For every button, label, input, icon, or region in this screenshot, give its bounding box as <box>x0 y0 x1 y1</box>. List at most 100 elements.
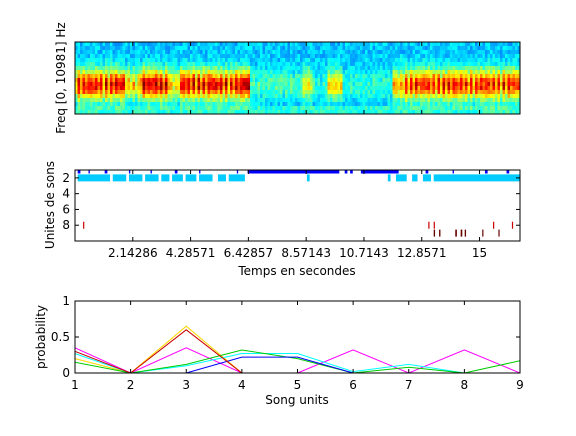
spectrogram-cell <box>455 54 458 59</box>
spectrogram-cell <box>202 42 206 47</box>
probability-ytick-label: 0.5 <box>51 330 70 344</box>
spectrogram-cell <box>197 90 201 95</box>
spectrogram-cell <box>360 106 363 111</box>
spectrogram-cell <box>385 78 388 83</box>
spectrogram-cell <box>380 94 383 99</box>
spectrogram-cell <box>145 98 148 103</box>
spectrogram-cell <box>330 102 333 107</box>
spectrogram-cell <box>232 42 236 47</box>
spectrogram-cell <box>265 42 268 47</box>
spectrogram-cell <box>165 74 168 79</box>
spectrogram-cell <box>365 106 368 111</box>
spectrogram-cell <box>392 82 396 87</box>
spectrogram-cell <box>365 94 368 99</box>
spectrogram-cell <box>230 102 233 107</box>
units-ytick-label: 6 <box>62 202 70 216</box>
spectrogram-cell <box>250 110 253 114</box>
spectrogram-cell <box>320 58 323 63</box>
spectrogram-cell <box>250 102 253 107</box>
spectrogram-cell <box>75 86 78 91</box>
spectrogram-cell <box>515 46 518 51</box>
spectrogram-cell <box>167 66 171 71</box>
spectrogram-cell <box>477 82 481 87</box>
spectrogram-cell <box>407 90 411 95</box>
spectrogram-cell <box>465 50 468 55</box>
spectrogram-cell <box>170 50 173 55</box>
spectrogram-cell <box>432 78 436 83</box>
spectrogram-cell <box>320 86 323 91</box>
spectrogram-cell <box>160 94 163 99</box>
spectrogram-cell <box>430 94 433 99</box>
spectrogram-cell <box>185 66 188 71</box>
spectrogram-cell <box>310 70 313 75</box>
probability-series-line <box>75 347 520 373</box>
spectrogram-cell <box>245 82 248 87</box>
spectrogram-cell <box>142 62 146 67</box>
spectrogram-cell <box>122 94 126 99</box>
spectrogram-cell <box>227 78 231 83</box>
spectrogram-cell <box>120 94 123 99</box>
spectrogram-cell <box>437 86 441 91</box>
spectrogram-cell <box>327 74 331 79</box>
spectrogram-cell <box>80 58 83 63</box>
spectrogram-cell <box>422 50 426 55</box>
spectrogram-cell <box>120 86 123 91</box>
spectrogram-cell <box>430 78 433 83</box>
spectrogram-cell <box>210 98 213 103</box>
spectrogram-cell <box>147 50 151 55</box>
spectrogram-cell <box>342 50 346 55</box>
spectrogram-cell <box>287 102 291 107</box>
spectrogram-cell <box>277 110 281 114</box>
spectrogram-cell <box>485 50 488 55</box>
spectrogram-cell <box>197 50 201 55</box>
spectrogram-cell <box>307 62 311 67</box>
spectrogram-cell <box>487 42 491 47</box>
spectrogram-cell <box>252 98 256 103</box>
spectrogram-cell <box>100 94 103 99</box>
spectrogram-cell <box>415 50 418 55</box>
spectrogram-cell <box>215 46 218 51</box>
spectrogram-cell <box>237 102 241 107</box>
spectrogram-cell <box>302 98 306 103</box>
spectrogram-cell <box>205 50 208 55</box>
spectrogram-cell <box>115 90 118 95</box>
spectrogram-cell <box>110 106 113 111</box>
spectrogram-cell <box>120 98 123 103</box>
spectrogram-cell <box>262 78 266 83</box>
spectrogram-cell <box>277 42 281 47</box>
spectrogram-cell <box>137 58 141 63</box>
spectrogram-cell <box>335 58 338 63</box>
spectrogram-cell <box>135 74 138 79</box>
spectrogram-cell <box>415 62 418 67</box>
spectrogram-cell <box>317 42 321 47</box>
spectrogram-cell <box>317 70 321 75</box>
spectrogram-cell <box>375 102 378 107</box>
spectrogram-cell <box>435 42 438 47</box>
spectrogram-cell <box>202 78 206 83</box>
spectrogram-cell <box>515 106 518 111</box>
spectrogram-cell <box>432 110 436 114</box>
spectrogram-cell <box>322 94 326 99</box>
spectrogram-cell <box>367 54 371 59</box>
spectrogram-cell <box>95 78 98 83</box>
spectrogram-cell <box>237 50 241 55</box>
spectrogram-cell <box>210 82 213 87</box>
spectrogram-cell <box>197 74 201 79</box>
spectrogram-cell <box>415 110 418 114</box>
spectrogram-cell <box>417 78 421 83</box>
unit-mark <box>185 174 197 182</box>
spectrogram-cell <box>187 54 191 59</box>
spectrogram-cell <box>260 50 263 55</box>
spectrogram-cell <box>267 94 271 99</box>
spectrogram-cell <box>457 62 461 67</box>
spectrogram-cell <box>482 78 486 83</box>
spectrogram-cell <box>125 62 128 67</box>
spectrogram-cell <box>337 58 341 63</box>
spectrogram-cell <box>477 86 481 91</box>
spectrogram-cell <box>185 46 188 51</box>
spectrogram-cell <box>80 42 83 47</box>
spectrogram-cell <box>352 90 356 95</box>
spectrogram-cell <box>397 102 401 107</box>
spectrogram-cell <box>347 98 351 103</box>
spectrogram-cell <box>447 102 451 107</box>
